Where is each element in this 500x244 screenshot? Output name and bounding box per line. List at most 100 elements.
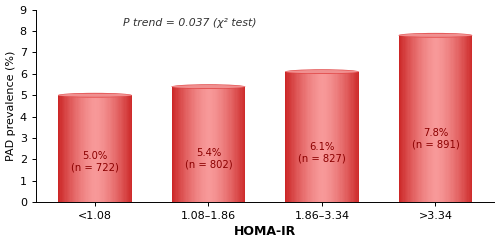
Bar [285, 72, 286, 202]
Bar [211, 87, 212, 202]
Bar [123, 95, 124, 202]
Bar [124, 95, 126, 202]
Bar [448, 35, 449, 202]
Bar [339, 72, 340, 202]
Bar [304, 72, 306, 202]
Bar [201, 87, 202, 202]
Bar [95, 95, 96, 202]
Bar [175, 87, 176, 202]
Bar [454, 35, 455, 202]
Bar [436, 35, 437, 202]
Bar [464, 35, 465, 202]
Bar [218, 87, 220, 202]
Ellipse shape [285, 69, 359, 74]
Bar [178, 87, 179, 202]
Bar [462, 35, 464, 202]
Bar [338, 72, 339, 202]
Bar [354, 72, 355, 202]
Bar [172, 87, 173, 202]
Bar [461, 35, 462, 202]
Bar [412, 35, 414, 202]
Bar [204, 87, 205, 202]
Bar [64, 95, 66, 202]
Bar [122, 95, 124, 202]
Bar [459, 35, 460, 202]
Bar [117, 95, 118, 202]
Ellipse shape [398, 34, 472, 37]
Bar [222, 87, 224, 202]
Bar [348, 72, 349, 202]
Bar [336, 72, 338, 202]
Bar [106, 95, 108, 202]
Bar [426, 35, 427, 202]
Bar [340, 72, 342, 202]
Bar [465, 35, 466, 202]
Bar [200, 87, 201, 202]
Bar [320, 72, 322, 202]
Bar [195, 87, 196, 202]
Bar [192, 87, 194, 202]
Bar [444, 35, 446, 202]
Bar [304, 72, 305, 202]
Bar [107, 95, 108, 202]
Y-axis label: PAD prevalence (%): PAD prevalence (%) [6, 51, 16, 161]
Bar [188, 87, 190, 202]
Bar [70, 95, 72, 202]
Bar [92, 95, 94, 202]
Bar [418, 35, 420, 202]
Bar [434, 35, 436, 202]
Bar [88, 95, 89, 202]
Bar [410, 35, 411, 202]
Bar [295, 72, 296, 202]
Bar [63, 95, 64, 202]
Ellipse shape [172, 85, 246, 88]
Bar [355, 72, 356, 202]
Bar [114, 95, 116, 202]
Bar [327, 72, 328, 202]
Bar [344, 72, 346, 202]
Bar [428, 35, 430, 202]
Bar [196, 87, 198, 202]
Bar [112, 95, 114, 202]
Bar [343, 72, 344, 202]
Bar [308, 72, 310, 202]
Bar [460, 35, 462, 202]
Bar [104, 95, 106, 202]
Bar [232, 87, 233, 202]
Bar [452, 35, 454, 202]
Bar [186, 87, 188, 202]
Bar [442, 35, 443, 202]
Bar [78, 95, 79, 202]
Bar [346, 72, 348, 202]
Bar [228, 87, 230, 202]
Bar [314, 72, 316, 202]
Bar [471, 35, 472, 202]
Bar [352, 72, 353, 202]
Bar [307, 72, 308, 202]
Text: 5.0%
(n = 722): 5.0% (n = 722) [71, 151, 119, 172]
Bar [89, 95, 90, 202]
Bar [212, 87, 214, 202]
Bar [98, 95, 100, 202]
Bar [290, 72, 292, 202]
Bar [433, 35, 434, 202]
Bar [60, 95, 62, 202]
Bar [227, 87, 228, 202]
Bar [74, 95, 76, 202]
Bar [420, 35, 421, 202]
Bar [80, 95, 82, 202]
Bar [214, 87, 216, 202]
Bar [358, 72, 359, 202]
Bar [120, 95, 122, 202]
Bar [217, 87, 218, 202]
Bar [239, 87, 240, 202]
Bar [432, 35, 433, 202]
Bar [334, 72, 336, 202]
Bar [450, 35, 452, 202]
Bar [116, 95, 117, 202]
Bar [427, 35, 428, 202]
Bar [440, 35, 442, 202]
Bar [59, 95, 60, 202]
Bar [179, 87, 180, 202]
Bar [443, 35, 444, 202]
